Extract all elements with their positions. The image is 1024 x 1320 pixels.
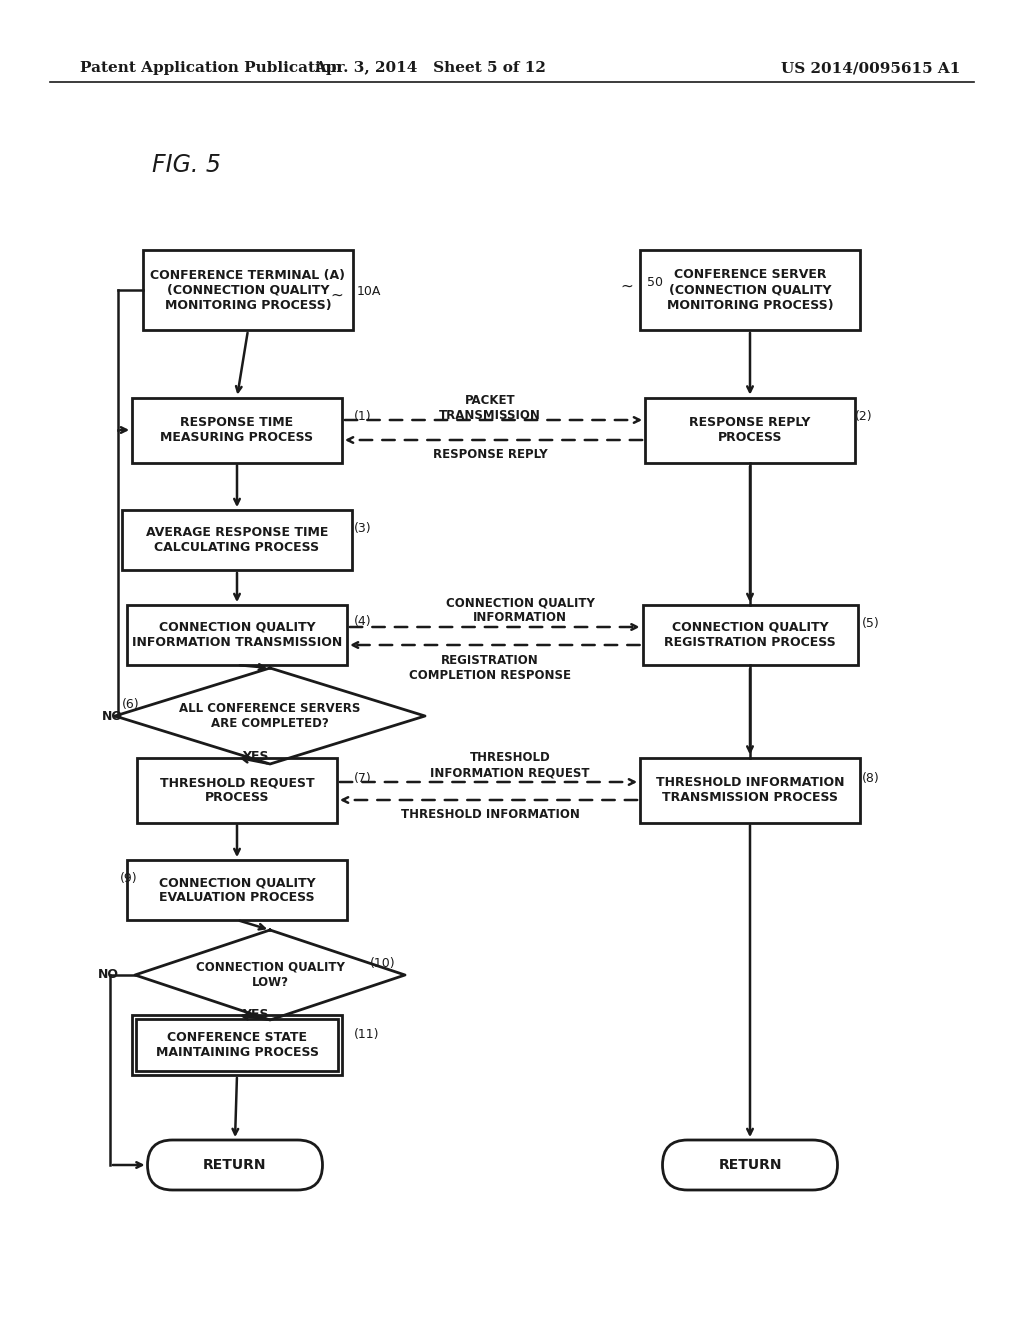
Text: 50: 50 xyxy=(647,276,663,289)
Text: REGISTRATION
COMPLETION RESPONSE: REGISTRATION COMPLETION RESPONSE xyxy=(409,653,571,682)
FancyBboxPatch shape xyxy=(127,605,347,665)
Text: YES: YES xyxy=(242,1008,268,1022)
FancyBboxPatch shape xyxy=(136,1019,338,1071)
Text: US 2014/0095615 A1: US 2014/0095615 A1 xyxy=(780,61,961,75)
FancyBboxPatch shape xyxy=(640,249,860,330)
Text: (7): (7) xyxy=(354,772,372,785)
Text: CONNECTION QUALITY
INFORMATION TRANSMISSION: CONNECTION QUALITY INFORMATION TRANSMISS… xyxy=(132,620,342,649)
Text: (6): (6) xyxy=(122,698,139,711)
FancyBboxPatch shape xyxy=(122,510,352,570)
Text: RETURN: RETURN xyxy=(203,1158,266,1172)
Text: RESPONSE REPLY: RESPONSE REPLY xyxy=(433,449,547,462)
Text: ~: ~ xyxy=(621,279,633,294)
Text: (11): (11) xyxy=(354,1028,380,1041)
Text: Apr. 3, 2014   Sheet 5 of 12: Apr. 3, 2014 Sheet 5 of 12 xyxy=(314,61,546,75)
Text: (8): (8) xyxy=(862,772,880,785)
Text: (10): (10) xyxy=(370,957,395,970)
Text: (3): (3) xyxy=(354,521,372,535)
Text: FIG. 5: FIG. 5 xyxy=(152,153,221,177)
Text: RESPONSE REPLY
PROCESS: RESPONSE REPLY PROCESS xyxy=(689,416,811,444)
Text: CONFERENCE STATE
MAINTAINING PROCESS: CONFERENCE STATE MAINTAINING PROCESS xyxy=(156,1031,318,1059)
Text: THRESHOLD REQUEST
PROCESS: THRESHOLD REQUEST PROCESS xyxy=(160,776,314,804)
Text: (1): (1) xyxy=(354,411,372,422)
Text: CONNECTION QUALITY
LOW?: CONNECTION QUALITY LOW? xyxy=(196,961,344,989)
Text: NO: NO xyxy=(97,969,119,982)
Text: CONNECTION QUALITY
REGISTRATION PROCESS: CONNECTION QUALITY REGISTRATION PROCESS xyxy=(665,620,836,649)
Text: RESPONSE TIME
MEASURING PROCESS: RESPONSE TIME MEASURING PROCESS xyxy=(161,416,313,444)
Polygon shape xyxy=(135,931,406,1020)
FancyBboxPatch shape xyxy=(143,249,353,330)
FancyBboxPatch shape xyxy=(147,1140,323,1191)
Polygon shape xyxy=(115,668,425,764)
Text: (9): (9) xyxy=(120,873,137,884)
Text: (5): (5) xyxy=(862,616,880,630)
FancyBboxPatch shape xyxy=(663,1140,838,1191)
Text: (4): (4) xyxy=(354,615,372,628)
Text: THRESHOLD INFORMATION: THRESHOLD INFORMATION xyxy=(400,808,580,821)
Text: 10A: 10A xyxy=(357,285,381,298)
FancyBboxPatch shape xyxy=(127,861,347,920)
Text: CONNECTION QUALITY
INFORMATION: CONNECTION QUALITY INFORMATION xyxy=(445,597,595,624)
Text: ~: ~ xyxy=(331,288,343,304)
Text: THRESHOLD
INFORMATION REQUEST: THRESHOLD INFORMATION REQUEST xyxy=(430,751,590,779)
Text: NO: NO xyxy=(101,710,123,722)
FancyBboxPatch shape xyxy=(132,1015,342,1074)
Text: ALL CONFERENCE SERVERS
ARE COMPLETED?: ALL CONFERENCE SERVERS ARE COMPLETED? xyxy=(179,702,360,730)
Text: CONFERENCE SERVER
(CONNECTION QUALITY
MONITORING PROCESS): CONFERENCE SERVER (CONNECTION QUALITY MO… xyxy=(667,268,834,312)
Text: CONNECTION QUALITY
EVALUATION PROCESS: CONNECTION QUALITY EVALUATION PROCESS xyxy=(159,876,315,904)
Text: RETURN: RETURN xyxy=(718,1158,781,1172)
Text: AVERAGE RESPONSE TIME
CALCULATING PROCESS: AVERAGE RESPONSE TIME CALCULATING PROCES… xyxy=(145,525,328,554)
FancyBboxPatch shape xyxy=(642,605,857,665)
Text: (2): (2) xyxy=(855,411,872,422)
FancyBboxPatch shape xyxy=(645,397,855,462)
Text: CONFERENCE TERMINAL (A)
(CONNECTION QUALITY
MONITORING PROCESS): CONFERENCE TERMINAL (A) (CONNECTION QUAL… xyxy=(151,268,345,312)
Text: YES: YES xyxy=(242,750,268,763)
Text: THRESHOLD INFORMATION
TRANSMISSION PROCESS: THRESHOLD INFORMATION TRANSMISSION PROCE… xyxy=(655,776,844,804)
FancyBboxPatch shape xyxy=(132,397,342,462)
Text: Patent Application Publication: Patent Application Publication xyxy=(80,61,342,75)
FancyBboxPatch shape xyxy=(137,758,337,822)
Text: PACKET
TRANSMISSION: PACKET TRANSMISSION xyxy=(439,393,541,422)
FancyBboxPatch shape xyxy=(640,758,860,822)
